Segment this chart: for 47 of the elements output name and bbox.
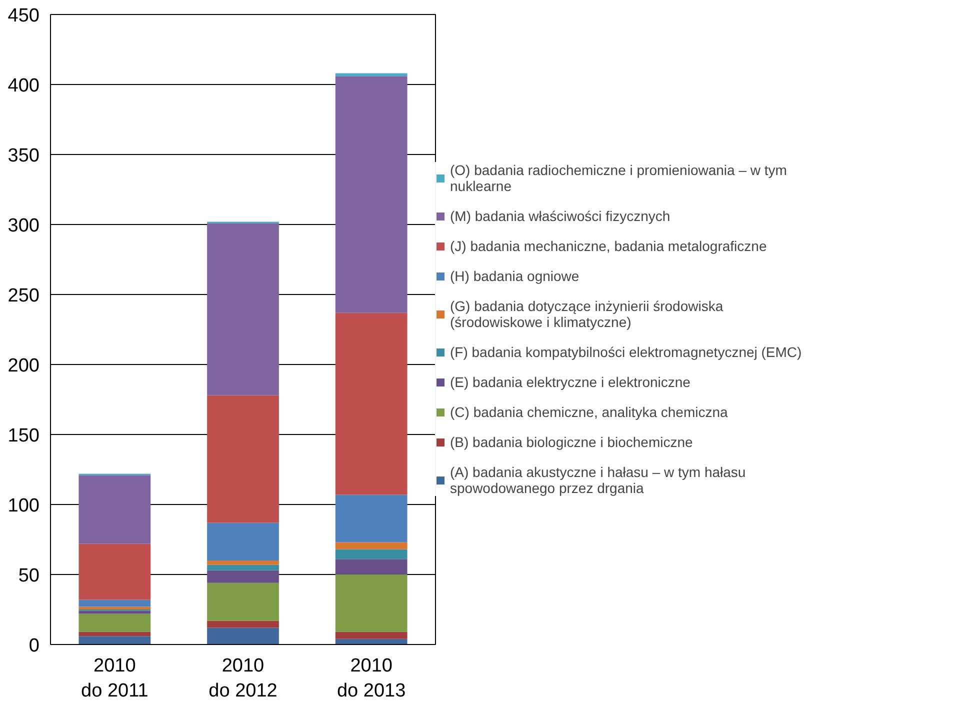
legend-label: (G) badania dotyczące inżynierii środowiska (środowiskowe i klimatyczne) xyxy=(450,298,724,330)
bar xyxy=(78,636,151,644)
bar xyxy=(78,475,151,544)
bar xyxy=(207,223,279,396)
y-tick-label: 200 xyxy=(8,356,40,376)
legend-label: (A) badania akustyczne i hałasu – w tym hałasu spowodowanego przez drgania xyxy=(450,464,746,496)
y-tick-label: 350 xyxy=(8,146,40,166)
bar xyxy=(335,574,408,632)
bar xyxy=(335,559,408,574)
y-tick-label: 100 xyxy=(8,496,40,516)
bar xyxy=(335,494,408,542)
bar xyxy=(78,600,151,607)
bar xyxy=(207,582,279,621)
y-tick-label: 450 xyxy=(8,6,40,26)
bar xyxy=(335,549,408,560)
bar xyxy=(335,632,408,639)
bar xyxy=(335,312,408,495)
y-tick-label: 250 xyxy=(8,286,40,306)
bar xyxy=(78,632,151,636)
bar xyxy=(78,614,151,632)
legend-label: (J) badania mechaniczne, badania metalograficzne xyxy=(450,238,767,254)
bar xyxy=(78,544,151,600)
legend-label: (H) badania ogniowe xyxy=(450,268,580,284)
bar xyxy=(207,560,279,565)
bar xyxy=(207,628,279,644)
y-tick-label: 400 xyxy=(8,76,40,96)
bar xyxy=(207,620,279,628)
legend-label: (E) badania elektryczne i elektroniczne xyxy=(450,374,690,390)
legend-label: (B) badania biologiczne i biochemiczne xyxy=(450,434,693,450)
y-tick-label: 0 xyxy=(28,636,40,656)
y-tick-label: 300 xyxy=(8,216,40,236)
x-tick-label: 2010 do 2012 xyxy=(208,656,278,702)
bar xyxy=(335,542,408,550)
bar xyxy=(207,395,279,523)
legend-label: (O) badania radiochemiczne i promieniowania – w tym nuklearne xyxy=(450,162,787,194)
bar xyxy=(207,564,279,570)
bar xyxy=(207,522,279,560)
bar xyxy=(78,606,151,610)
bar xyxy=(335,76,408,313)
legend-label: (M) badania właściwości fizycznych xyxy=(450,208,670,224)
bar xyxy=(207,570,279,583)
legend-label: (C) badania chemiczne, analityka chemiczna xyxy=(450,404,728,420)
legend-label: (F) badania kompatybilności elektromagnetycznej (EMC) xyxy=(450,344,802,360)
y-tick-label: 50 xyxy=(18,566,40,586)
x-tick-label: 2010 do 2013 xyxy=(336,656,406,702)
y-tick-label: 150 xyxy=(8,426,40,446)
x-tick-label: 2010 do 2011 xyxy=(81,656,148,702)
